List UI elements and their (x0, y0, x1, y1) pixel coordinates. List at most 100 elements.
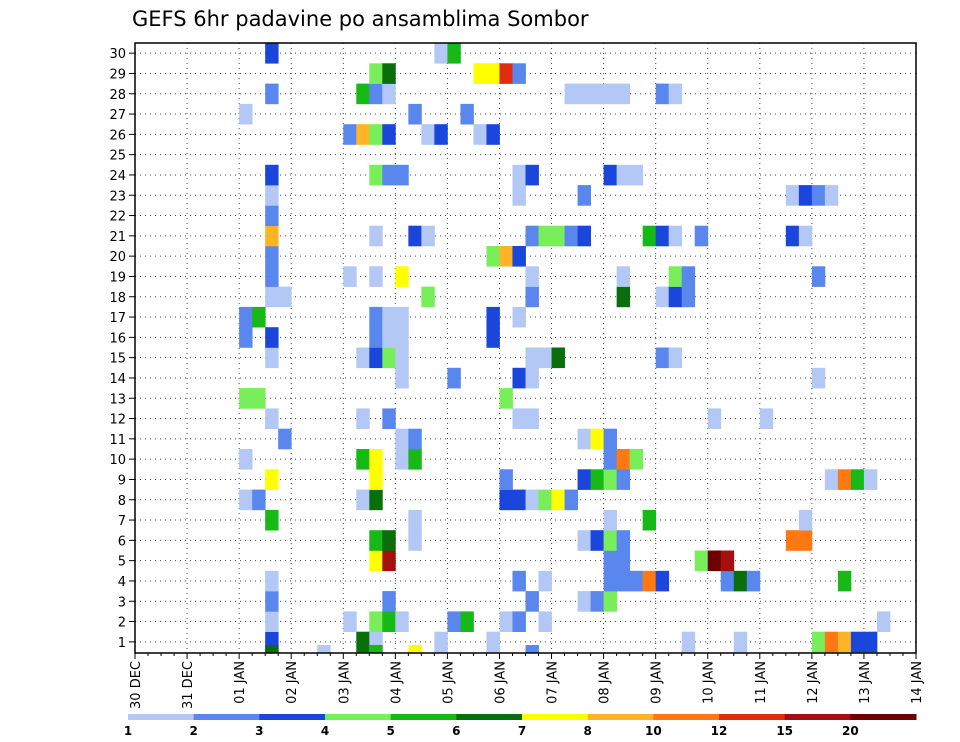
precip-cell (239, 327, 253, 348)
precip-cell (837, 631, 852, 653)
precip-cell (447, 367, 461, 389)
precip-cell (265, 469, 279, 490)
precip-cell (681, 266, 696, 287)
precip-cell (369, 306, 383, 328)
precip-cell (538, 225, 552, 247)
precip-cell (668, 286, 683, 308)
precip-cell (369, 327, 383, 348)
precip-cell (512, 306, 526, 328)
precip-cell (616, 449, 631, 470)
precip-cell (486, 631, 500, 653)
y-tick-label: 17 (109, 311, 126, 326)
precip-cell (278, 286, 292, 308)
precip-cell (525, 489, 539, 511)
y-axis-ticks: 1234567891011121314151617181920212223242… (109, 47, 135, 651)
precip-cell (265, 246, 279, 267)
colorbar-tick-label: 7 (518, 724, 526, 738)
precip-cell (642, 509, 657, 531)
colorbar-tick-label: 3 (255, 724, 263, 738)
precip-cell (265, 185, 279, 206)
precip-cell (811, 185, 826, 206)
precip-cell (733, 631, 748, 653)
precip-cell (356, 83, 370, 105)
precip-cell (863, 469, 878, 490)
precip-cell (642, 570, 657, 592)
precip-cell (798, 185, 813, 206)
precip-cell (824, 631, 839, 653)
precip-cell (265, 347, 279, 369)
precip-cell (707, 550, 722, 572)
precip-cell (512, 611, 526, 632)
precip-cell (395, 428, 409, 450)
precip-cell (369, 83, 383, 105)
precip-cell (616, 266, 631, 287)
y-tick-label: 13 (109, 392, 126, 407)
x-axis-ticks: 30 DEC 31 DEC 01 JAN 02 JAN 03 JAN 04 JAN 05 J… (129, 653, 925, 709)
y-tick-label: 23 (109, 189, 126, 204)
y-tick-label: 3 (118, 595, 126, 610)
y-tick-label: 9 (118, 473, 126, 488)
y-tick-label: 20 (109, 250, 126, 265)
precip-cell (590, 530, 604, 551)
precip-cell (850, 631, 865, 653)
precip-cell (512, 489, 526, 511)
precip-cell (577, 225, 591, 247)
precip-cell (239, 388, 253, 409)
precip-cell (850, 469, 865, 490)
y-tick-label: 11 (109, 433, 126, 448)
colorbar-swatch (193, 714, 260, 720)
precip-cell (369, 489, 383, 511)
y-tick-label: 2 (118, 616, 126, 631)
x-tick-label: 31 DEC (181, 661, 196, 709)
precip-cell (421, 225, 435, 247)
colorbar-swatch (259, 714, 326, 720)
precip-cell (265, 43, 279, 64)
precip-cell (278, 428, 292, 450)
precip-cell (863, 631, 878, 653)
precip-cell (629, 570, 644, 592)
y-tick-label: 22 (109, 210, 126, 225)
precip-cell (616, 530, 631, 551)
precip-cell (473, 63, 487, 84)
precip-cell (395, 347, 409, 369)
colorbar-swatch (390, 714, 457, 720)
precip-cell (811, 266, 826, 287)
precip-cell (512, 185, 526, 206)
precip-cell (447, 43, 461, 64)
precip-cell (265, 225, 279, 247)
precip-cell (265, 164, 279, 186)
precip-cell (512, 63, 526, 84)
precip-cell (603, 83, 618, 105)
precip-cell (837, 570, 852, 592)
precip-cell (564, 83, 578, 105)
y-tick-label: 21 (109, 230, 126, 245)
precip-cell (616, 469, 631, 490)
chart-title: GEFS 6hr padavine po ansamblima Sombor (132, 7, 589, 31)
precip-cell (382, 591, 396, 612)
precip-cell (512, 367, 526, 389)
precip-cell (486, 124, 500, 145)
precip-cell (733, 570, 748, 592)
precip-cell (408, 530, 422, 551)
precip-cell (369, 63, 383, 84)
precip-cell (486, 306, 500, 328)
x-tick-label: 09 JAN (650, 661, 665, 704)
x-tick-label: 05 JAN (441, 661, 456, 704)
precip-cell (395, 611, 409, 632)
precip-cell (460, 103, 474, 125)
precip-cell (265, 408, 279, 429)
colorbar-swatch (719, 714, 786, 720)
precip-cell (577, 428, 591, 450)
precip-cell (538, 570, 552, 592)
precip-cell (265, 611, 279, 632)
precip-cell (265, 205, 279, 226)
precip-cell (525, 266, 539, 287)
y-tick-label: 18 (109, 291, 126, 306)
precip-cell (603, 164, 618, 186)
precip-cell (590, 83, 604, 105)
precip-cell (382, 327, 396, 348)
precip-cell (408, 509, 422, 531)
colorbar-swatch (587, 714, 654, 720)
y-tick-label: 6 (118, 534, 126, 549)
precip-cell-partial (265, 645, 279, 653)
